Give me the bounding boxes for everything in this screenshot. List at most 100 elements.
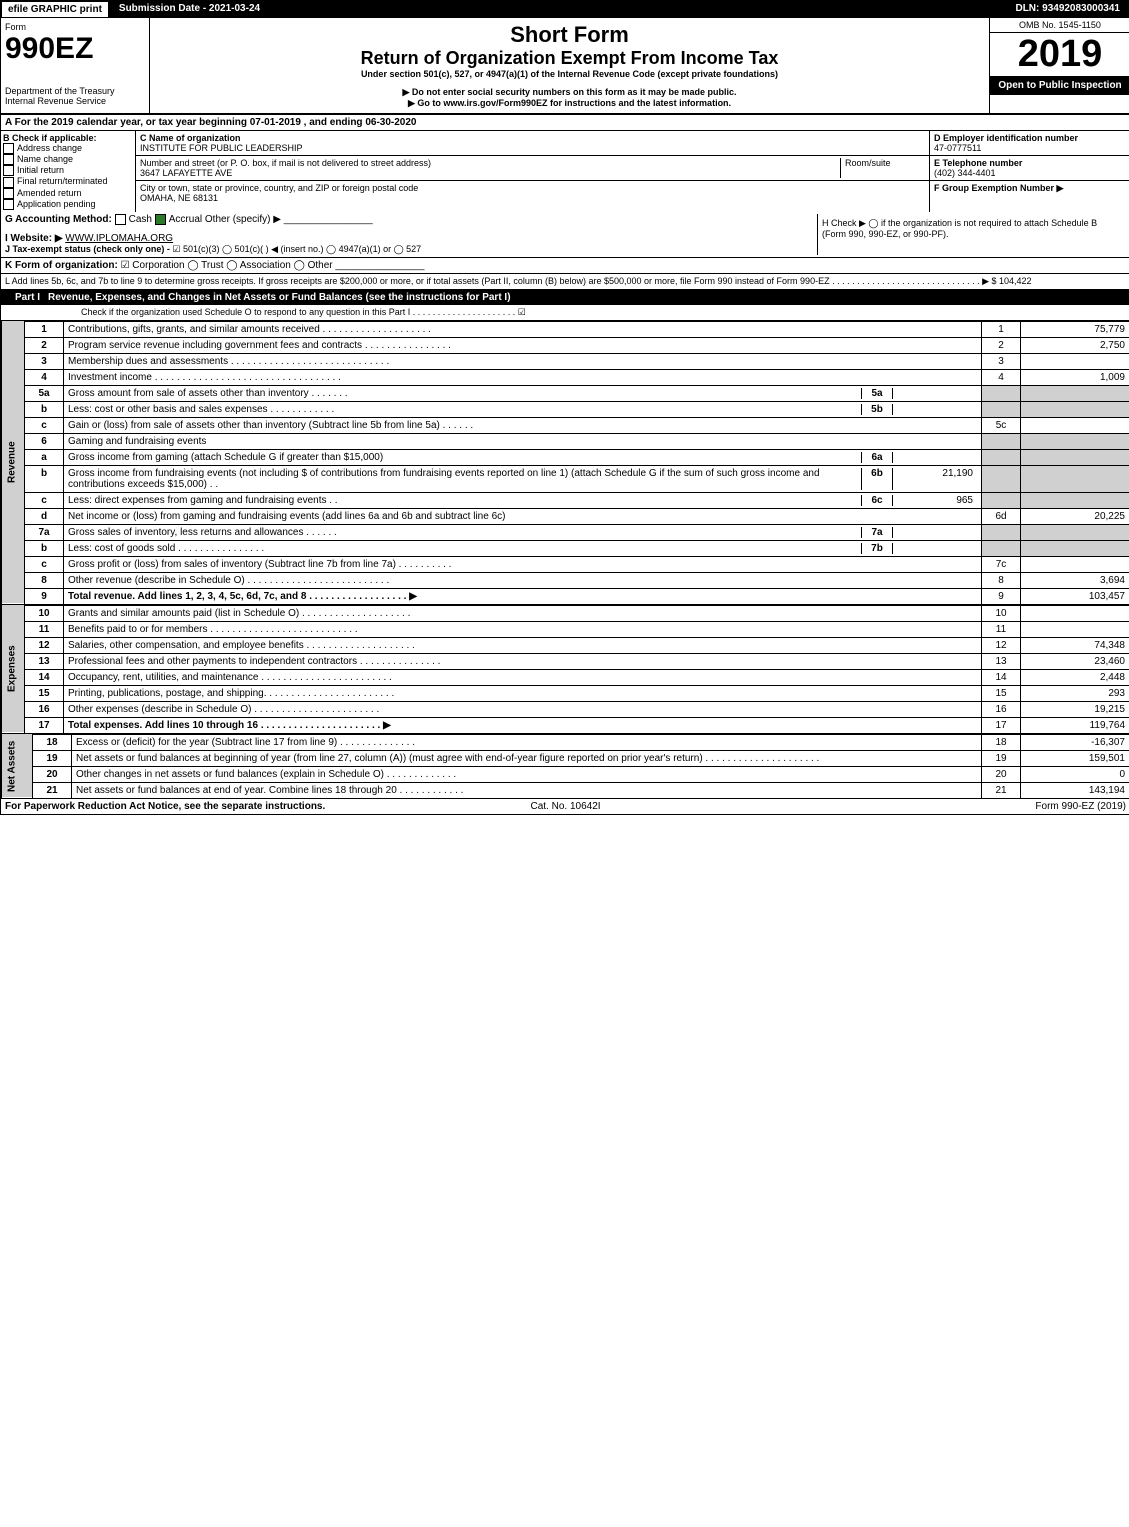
amount: 20,225 <box>1021 508 1129 524</box>
line-desc: Occupancy, rent, utilities, and maintena… <box>64 669 982 685</box>
part1-header: Part I Revenue, Expenses, and Changes in… <box>1 290 1129 305</box>
under-section: Under section 501(c), 527, or 4947(a)(1)… <box>154 69 985 79</box>
top-bar: efile GRAPHIC print Submission Date - 20… <box>1 1 1129 18</box>
d-label: D Employer identification number <box>934 133 1078 143</box>
line-number: 20 <box>33 766 72 782</box>
right-num <box>982 465 1021 492</box>
k-options[interactable]: ☑ Corporation ◯ Trust ◯ Association ◯ Ot… <box>121 260 333 271</box>
right-num: 10 <box>982 605 1021 621</box>
f-label: F Group Exemption Number ▶ <box>934 183 1063 193</box>
line-number: 17 <box>25 717 64 733</box>
line-desc: Printing, publications, postage, and shi… <box>64 685 982 701</box>
right-num: 1 <box>982 321 1021 337</box>
l-line: L Add lines 5b, 6c, and 7b to line 9 to … <box>1 274 1129 290</box>
right-num: 16 <box>982 701 1021 717</box>
line-desc: Investment income . . . . . . . . . . . … <box>64 369 982 385</box>
right-num: 3 <box>982 353 1021 369</box>
goto-link[interactable]: ▶ Go to www.irs.gov/Form990EZ for instru… <box>154 98 985 109</box>
line-number: b <box>25 465 64 492</box>
table-row: Net Assets18Excess or (deficit) for the … <box>2 734 1129 750</box>
side-label: Revenue <box>2 321 25 604</box>
amount <box>1021 540 1129 556</box>
line-number: 5a <box>25 385 64 401</box>
omb-number: OMB No. 1545-1150 <box>990 18 1129 33</box>
table-row: Expenses10Grants and similar amounts pai… <box>2 605 1129 621</box>
line-number: 8 <box>25 572 64 588</box>
amount <box>1021 353 1129 369</box>
line-number: b <box>25 401 64 417</box>
right-num <box>982 540 1021 556</box>
line-number: 3 <box>25 353 64 369</box>
city-label: City or town, state or province, country… <box>140 183 418 193</box>
right-num: 2 <box>982 337 1021 353</box>
part1-label: Part I <box>7 292 48 303</box>
e-label: E Telephone number <box>934 158 1022 168</box>
right-num <box>982 449 1021 465</box>
line-desc: Gross income from fundraising events (no… <box>64 465 982 492</box>
k-label: K Form of organization: <box>5 260 118 271</box>
page-footer: For Paperwork Reduction Act Notice, see … <box>1 799 1129 814</box>
form-word: Form <box>5 22 145 32</box>
part1-check[interactable]: Check if the organization used Schedule … <box>1 305 1129 321</box>
ssn-warning: ▶ Do not enter social security numbers o… <box>154 87 985 98</box>
line-desc: Contributions, gifts, grants, and simila… <box>64 321 982 337</box>
line-desc: Gross amount from sale of assets other t… <box>64 385 982 401</box>
table-row: 17Total expenses. Add lines 10 through 1… <box>2 717 1129 733</box>
table-row: 8Other revenue (describe in Schedule O) … <box>2 572 1129 588</box>
right-num: 6d <box>982 508 1021 524</box>
line-desc: Grants and similar amounts paid (list in… <box>64 605 982 621</box>
right-num: 8 <box>982 572 1021 588</box>
right-num <box>982 524 1021 540</box>
table-row: 6Gaming and fundraising events <box>2 433 1129 449</box>
line-number: 1 <box>25 321 64 337</box>
table-row: 19Net assets or fund balances at beginni… <box>2 750 1129 766</box>
amount <box>1021 385 1129 401</box>
g-label: G Accounting Method: <box>5 214 112 225</box>
amount: 1,009 <box>1021 369 1129 385</box>
short-form-title: Short Form <box>154 22 985 48</box>
line-number: 6 <box>25 433 64 449</box>
right-num: 18 <box>982 734 1021 750</box>
table-row: cGross profit or (loss) from sales of in… <box>2 556 1129 572</box>
right-num: 15 <box>982 685 1021 701</box>
right-num <box>982 492 1021 508</box>
right-num: 9 <box>982 588 1021 604</box>
amount: 19,215 <box>1021 701 1129 717</box>
line-desc: Benefits paid to or for members . . . . … <box>64 621 982 637</box>
right-num: 14 <box>982 669 1021 685</box>
table-row: 16Other expenses (describe in Schedule O… <box>2 701 1129 717</box>
website-link[interactable]: WWW.IPLOMAHA.ORG <box>65 233 173 244</box>
right-num: 12 <box>982 637 1021 653</box>
expense-table: Expenses10Grants and similar amounts pai… <box>1 605 1129 734</box>
b-opt: Application pending <box>3 199 133 210</box>
line-desc: Program service revenue including govern… <box>64 337 982 353</box>
line-number: b <box>25 540 64 556</box>
tax-year: 2019 <box>990 33 1129 76</box>
b-opt: Address change <box>3 143 133 154</box>
line-number: 18 <box>33 734 72 750</box>
table-row: 7aGross sales of inventory, less returns… <box>2 524 1129 540</box>
right-num <box>982 401 1021 417</box>
table-row: cLess: direct expenses from gaming and f… <box>2 492 1129 508</box>
form-990ez: efile GRAPHIC print Submission Date - 20… <box>0 0 1129 815</box>
right-num: 17 <box>982 717 1021 733</box>
form-header: Form 990EZ Department of the Treasury In… <box>1 18 1129 115</box>
line-number: c <box>25 556 64 572</box>
line-number: 9 <box>25 588 64 604</box>
amount: 23,460 <box>1021 653 1129 669</box>
amount <box>1021 449 1129 465</box>
c-label: C Name of organization <box>140 133 241 143</box>
h-box[interactable]: H Check ▶ ◯ if the organization is not r… <box>817 214 1126 255</box>
amount: 3,694 <box>1021 572 1129 588</box>
table-row: 12Salaries, other compensation, and empl… <box>2 637 1129 653</box>
line-number: 16 <box>25 701 64 717</box>
right-num: 7c <box>982 556 1021 572</box>
footer-left: For Paperwork Reduction Act Notice, see … <box>5 801 379 812</box>
efile-print-label[interactable]: efile GRAPHIC print <box>1 1 109 18</box>
line-number: d <box>25 508 64 524</box>
table-row: 13Professional fees and other payments t… <box>2 653 1129 669</box>
form-number: 990EZ <box>5 32 145 66</box>
line-number: c <box>25 492 64 508</box>
j-options[interactable]: ☑ 501(c)(3) ◯ 501(c)( ) ◀ (insert no.) ◯… <box>172 244 421 254</box>
line-desc: Gain or (loss) from sale of assets other… <box>64 417 982 433</box>
